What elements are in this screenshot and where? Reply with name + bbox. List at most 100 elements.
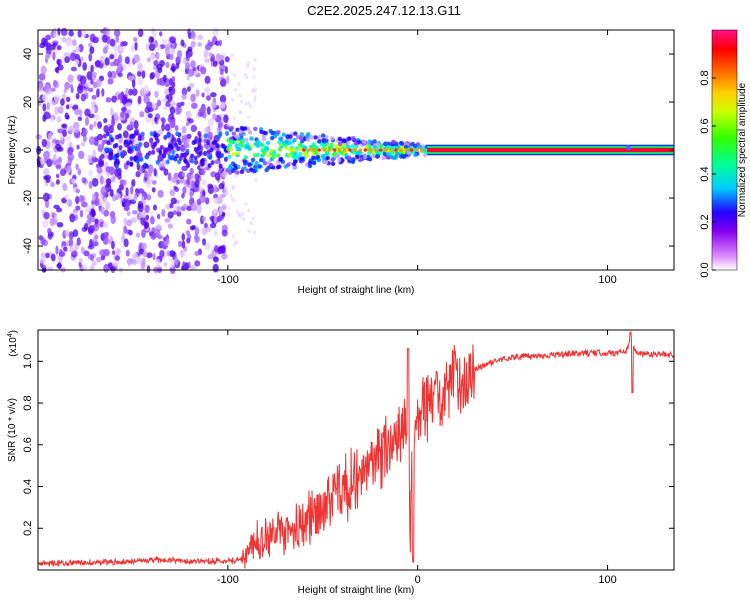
heatmap-noise-cell bbox=[75, 188, 81, 194]
heatmap-noise-cell bbox=[139, 210, 147, 219]
heatmap-noise-cell bbox=[181, 125, 187, 134]
heatmap-noise-cell bbox=[151, 27, 155, 34]
heatmap-noise-cell bbox=[56, 116, 62, 124]
heatmap-noise-cell bbox=[133, 194, 138, 202]
heatmap-noise-cell bbox=[190, 31, 197, 40]
heatmap-noise-cell bbox=[123, 238, 129, 248]
heatmap-noise-cell bbox=[100, 206, 105, 215]
heatmap-signal-cell bbox=[403, 144, 409, 150]
heatmap-signal-cell bbox=[386, 141, 392, 147]
heatmap-signal-cell bbox=[270, 131, 275, 136]
heatmap-noise-cell bbox=[70, 86, 74, 93]
heatmap-noise-cell bbox=[103, 117, 108, 124]
heatmap-noise-cell bbox=[240, 99, 244, 104]
heatmap-y-tick-label: 20 bbox=[22, 96, 34, 108]
heatmap-noise-cell bbox=[214, 40, 220, 46]
heatmap-signal-cell bbox=[268, 162, 274, 168]
heatmap-noise-cell bbox=[242, 217, 246, 222]
heatmap-noise-cell bbox=[88, 87, 94, 93]
heatmap-band-cell bbox=[163, 149, 168, 155]
heatmap-noise-cell bbox=[64, 229, 70, 236]
heatmap-noise-cell bbox=[223, 114, 229, 124]
heatmap-noise-cell bbox=[207, 118, 215, 127]
heatmap-panel: -100 100 -40 -20 0 20 40 Height of straight l… bbox=[7, 27, 675, 296]
heatmap-noise-cell bbox=[166, 250, 170, 257]
heatmap-noise-cell bbox=[207, 183, 214, 189]
heatmap-noise-cell bbox=[182, 186, 187, 195]
heatmap-noise-cell bbox=[120, 41, 125, 47]
heatmap-signal-cell bbox=[351, 136, 356, 141]
heatmap-noise-cell bbox=[75, 205, 81, 211]
heatmap-signal-cell bbox=[330, 161, 336, 167]
heatmap-signal-cell bbox=[341, 142, 347, 148]
heatmap-noise-cell bbox=[35, 134, 42, 140]
heatmap-band-cell bbox=[112, 155, 117, 161]
heatmap-noise-cell bbox=[45, 252, 50, 259]
heatmap-noise-cell bbox=[251, 216, 255, 221]
heatmap-signal-cell bbox=[307, 160, 313, 166]
heatmap-noise-cell bbox=[89, 123, 94, 131]
heatmap-noise-cell bbox=[137, 95, 142, 105]
heatmap-noise-cell bbox=[66, 135, 72, 142]
figure-title: C2E2.2025.247.12.13.G11 bbox=[307, 3, 461, 18]
heatmap-signal-cell bbox=[249, 136, 254, 141]
heatmap-noise-cell bbox=[162, 74, 167, 83]
heatmap-noise-cell bbox=[63, 52, 71, 58]
heatmap-band-cell bbox=[191, 140, 196, 146]
heatmap-noise-cell bbox=[91, 260, 97, 267]
heatmap-y-ticks: -40 -20 0 20 40 bbox=[22, 48, 674, 254]
heatmap-noise-cell bbox=[146, 101, 153, 111]
heatmap-noise-cell bbox=[103, 263, 110, 273]
heatmap-noise-cell bbox=[40, 252, 47, 259]
heatmap-noise-cell bbox=[241, 211, 245, 216]
line-frame bbox=[37, 329, 675, 571]
heatmap-noise-cell bbox=[217, 196, 224, 205]
heatmap-signal-cell bbox=[375, 153, 381, 159]
heatmap-signal-cell bbox=[413, 143, 418, 149]
heatmap-noise-cell bbox=[130, 217, 138, 223]
y-scale-base: (x10 bbox=[8, 337, 19, 357]
heatmap-signal-cell bbox=[276, 153, 281, 158]
heatmap-noise-cell bbox=[135, 232, 141, 238]
heatmap-signal-cell bbox=[297, 142, 303, 147]
heatmap-band-cell bbox=[130, 144, 135, 150]
heatmap-noise-cell bbox=[38, 99, 42, 107]
heatmap-peak-cell bbox=[378, 148, 383, 152]
heatmap-peak-cell bbox=[358, 148, 362, 152]
heatmap-noise-cell bbox=[185, 53, 190, 62]
heatmap-noise-cell bbox=[151, 180, 157, 185]
heatmap-noise-cell bbox=[79, 75, 87, 85]
heatmap-noise-cell bbox=[161, 38, 168, 45]
heatmap-signal-cell bbox=[305, 137, 311, 143]
heatmap-signal-cell bbox=[307, 163, 313, 169]
heatmap-noise-cell bbox=[75, 46, 81, 53]
heatmap-noise-cell bbox=[181, 87, 188, 96]
heatmap-peak-cell bbox=[373, 148, 378, 152]
heatmap-noise-cell bbox=[190, 93, 196, 103]
heatmap-noise-cell bbox=[45, 42, 52, 48]
heatmap-noise-cell bbox=[167, 93, 173, 103]
heatmap-noise-cell bbox=[111, 240, 115, 250]
colorbar-tick-label: 0.2 bbox=[699, 214, 711, 229]
heatmap-noise-cell bbox=[46, 158, 53, 168]
heatmap-noise-cell bbox=[155, 52, 160, 61]
heatmap-noise-cell bbox=[100, 55, 104, 64]
heatmap-noise-cell bbox=[204, 242, 211, 251]
heatmap-noise-cell bbox=[151, 116, 155, 126]
heatmap-noise-cell bbox=[125, 249, 130, 257]
heatmap-signal-cell bbox=[291, 161, 297, 167]
heatmap-signal-cell bbox=[272, 150, 277, 156]
heatmap-signal-cell bbox=[239, 169, 245, 175]
heatmap-signal-cell bbox=[239, 140, 244, 145]
line-panel: -100 0 100 0.2 0.4 0.6 0.8 1.0 Height of strai… bbox=[7, 329, 675, 596]
heatmap-noise-cell bbox=[246, 63, 250, 68]
heatmap-noise-cell bbox=[114, 167, 120, 177]
heatmap-noise-cell bbox=[108, 125, 114, 134]
heatmap-noise-cell bbox=[161, 209, 166, 217]
heatmap-noise-cell bbox=[186, 218, 192, 225]
heatmap-noise-cell bbox=[181, 165, 188, 172]
heatmap-noise-cell bbox=[134, 137, 139, 145]
heatmap-y-tick-label: 0 bbox=[22, 147, 34, 153]
heatmap-noise-cell bbox=[151, 102, 157, 110]
snr-series-line bbox=[37, 331, 675, 569]
